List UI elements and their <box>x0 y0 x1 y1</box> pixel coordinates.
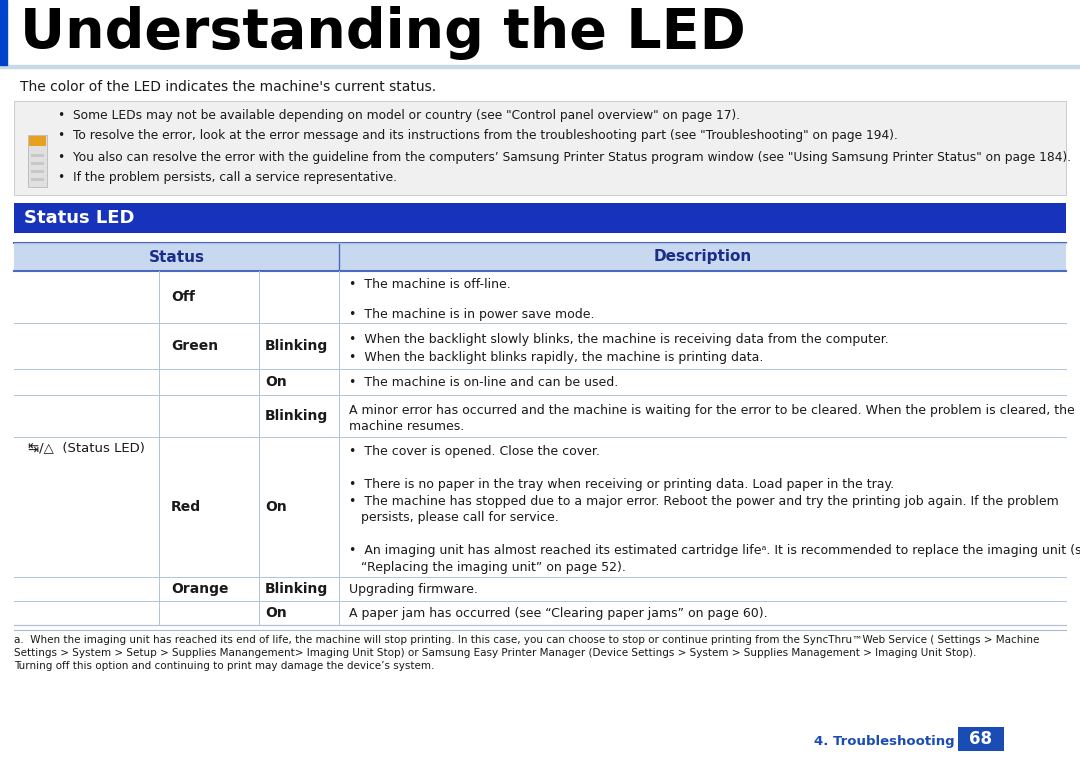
Text: On: On <box>265 500 287 514</box>
Text: Blinking: Blinking <box>265 582 328 596</box>
Text: A minor error has occurred and the machine is waiting for the error to be cleare: A minor error has occurred and the machi… <box>349 404 1075 417</box>
Bar <box>14 203 1066 233</box>
Bar <box>31 154 44 157</box>
Bar <box>0 65 1080 68</box>
Text: 68: 68 <box>970 730 993 748</box>
Text: On: On <box>265 606 287 620</box>
Bar <box>14 369 1066 395</box>
Text: Settings > System > Setup > Supplies Manangement> Imaging Unit Stop) or Samsung : Settings > System > Setup > Supplies Man… <box>14 648 976 658</box>
Text: •  When the backlight slowly blinks, the machine is receiving data from the comp: • When the backlight slowly blinks, the … <box>349 333 889 346</box>
Bar <box>31 178 44 181</box>
Text: persists, please call for service.: persists, please call for service. <box>349 511 558 524</box>
Bar <box>958 727 1004 751</box>
Bar <box>14 437 1066 577</box>
Text: •  There is no paper in the tray when receiving or printing data. Load paper in : • There is no paper in the tray when rec… <box>349 478 894 491</box>
Text: Green: Green <box>171 339 218 353</box>
Text: Off: Off <box>171 290 194 304</box>
Text: machine resumes.: machine resumes. <box>349 420 464 433</box>
Bar <box>14 601 1066 625</box>
Bar <box>14 243 1066 271</box>
Text: Blinking: Blinking <box>265 339 328 353</box>
Text: “Replacing the imaging unit” on page 52).: “Replacing the imaging unit” on page 52)… <box>349 561 626 574</box>
Text: •  Some LEDs may not be available depending on model or country (see "Control pa: • Some LEDs may not be available dependi… <box>58 108 740 121</box>
Text: Red: Red <box>171 500 201 514</box>
Text: Turning off this option and continuing to print may damage the device’s system.: Turning off this option and continuing t… <box>14 661 434 671</box>
Text: On: On <box>265 375 287 389</box>
Text: 4. Troubleshooting: 4. Troubleshooting <box>814 736 955 749</box>
Bar <box>14 271 1066 323</box>
Text: Status: Status <box>149 250 204 265</box>
Text: •  The machine is on-line and can be used.: • The machine is on-line and can be used… <box>349 375 618 388</box>
Text: Description: Description <box>653 250 752 265</box>
Bar <box>14 577 1066 601</box>
Text: a.  When the imaging unit has reached its end of life, the machine will stop pri: a. When the imaging unit has reached its… <box>14 635 1039 645</box>
Text: •  To resolve the error, look at the error message and its instructions from the: • To resolve the error, look at the erro… <box>58 130 897 143</box>
Text: •  The machine is in power save mode.: • The machine is in power save mode. <box>349 307 594 320</box>
Text: Orange: Orange <box>171 582 229 596</box>
Bar <box>29 136 46 146</box>
Bar <box>14 101 1066 195</box>
Bar <box>14 395 1066 437</box>
Text: •  The cover is opened. Close the cover.: • The cover is opened. Close the cover. <box>349 446 599 459</box>
Text: Upgrading firmware.: Upgrading firmware. <box>349 582 477 595</box>
Bar <box>31 162 44 165</box>
Bar <box>14 323 1066 369</box>
Text: A paper jam has occurred (see “Clearing paper jams” on page 60).: A paper jam has occurred (see “Clearing … <box>349 607 768 620</box>
Text: The color of the LED indicates the machine's current status.: The color of the LED indicates the machi… <box>21 80 436 94</box>
Text: •  The machine is off-line.: • The machine is off-line. <box>349 278 511 291</box>
Bar <box>28 135 48 187</box>
Text: •  An imaging unit has almost reached its estimated cartridge lifeᵃ. It is recom: • An imaging unit has almost reached its… <box>349 544 1080 557</box>
Text: •  The machine has stopped due to a major error. Reboot the power and try the pr: • The machine has stopped due to a major… <box>349 494 1058 507</box>
Text: ↹/△  (Status LED): ↹/△ (Status LED) <box>28 442 145 455</box>
Text: •  When the backlight blinks rapidly, the machine is printing data.: • When the backlight blinks rapidly, the… <box>349 352 764 365</box>
Text: •  If the problem persists, call a service representative.: • If the problem persists, call a servic… <box>58 172 397 185</box>
Text: Understanding the LED: Understanding the LED <box>21 6 746 60</box>
Bar <box>31 170 44 173</box>
Text: •  You also can resolve the error with the guideline from the computers’ Samsung: • You also can resolve the error with th… <box>58 150 1071 163</box>
Text: Blinking: Blinking <box>265 409 328 423</box>
Text: Status LED: Status LED <box>24 209 135 227</box>
Bar <box>0 0 6 65</box>
